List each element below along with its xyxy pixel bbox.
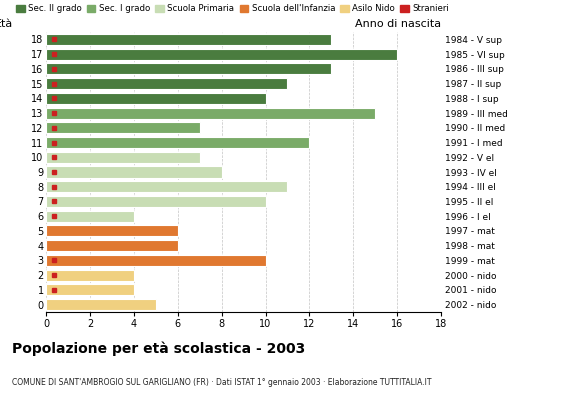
Bar bbox=[46, 34, 331, 45]
Bar bbox=[46, 137, 309, 148]
Bar bbox=[46, 196, 266, 207]
Bar bbox=[46, 48, 397, 60]
Text: Popolazione per età scolastica - 2003: Popolazione per età scolastica - 2003 bbox=[12, 342, 305, 356]
Text: Età: Età bbox=[0, 19, 13, 29]
Bar bbox=[46, 166, 222, 178]
Bar bbox=[46, 181, 288, 192]
Bar bbox=[46, 93, 266, 104]
Text: Anno di nascita: Anno di nascita bbox=[355, 19, 441, 29]
Bar bbox=[46, 63, 331, 74]
Bar bbox=[46, 78, 288, 89]
Bar bbox=[46, 255, 266, 266]
Bar bbox=[46, 122, 200, 133]
Bar bbox=[46, 270, 134, 281]
Legend: Sec. II grado, Sec. I grado, Scuola Primaria, Scuola dell'Infanzia, Asilo Nido, : Sec. II grado, Sec. I grado, Scuola Prim… bbox=[16, 4, 449, 13]
Bar bbox=[46, 152, 200, 163]
Bar bbox=[46, 240, 178, 251]
Bar bbox=[46, 108, 375, 118]
Bar bbox=[46, 299, 156, 310]
Text: COMUNE DI SANT'AMBROGIO SUL GARIGLIANO (FR) · Dati ISTAT 1° gennaio 2003 · Elabo: COMUNE DI SANT'AMBROGIO SUL GARIGLIANO (… bbox=[12, 378, 431, 387]
Bar bbox=[46, 226, 178, 236]
Bar bbox=[46, 211, 134, 222]
Bar bbox=[46, 284, 134, 296]
